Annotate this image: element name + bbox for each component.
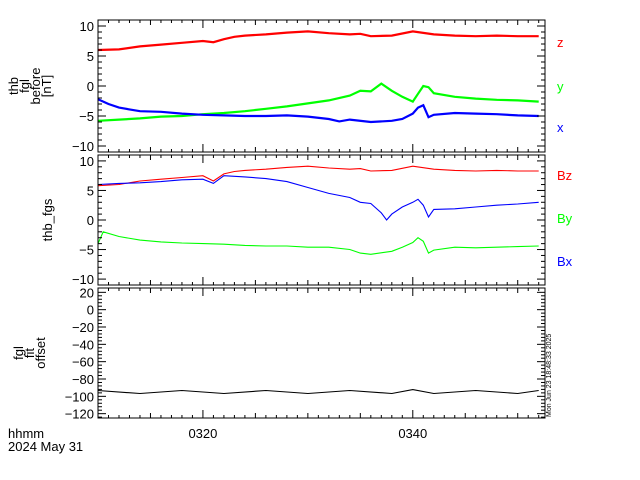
y-axis-label-line: fgl (11, 346, 26, 360)
series-line-x (97, 98, 539, 124)
y-tick-label: −5 (79, 109, 94, 124)
y-tick-label: 0 (87, 79, 94, 94)
legend-label-By: By (557, 211, 573, 226)
series-line-y (97, 82, 539, 122)
y-tick-label: 5 (87, 183, 94, 198)
y-axis-label-line: fgl (17, 79, 32, 93)
x-axis-date: 2024 May 31 (8, 439, 83, 454)
y-axis-label-line: before (28, 68, 43, 105)
y-tick-label: −80 (72, 372, 94, 387)
y-tick-label: −60 (72, 355, 94, 370)
y-tick-label: 10 (80, 19, 94, 34)
y-tick-label: −10 (72, 272, 94, 287)
y-axis-label-line: thb_fgs (40, 198, 55, 241)
y-tick-label: −40 (72, 337, 94, 352)
panel-frame (97, 19, 546, 153)
x-axis-label: hhmm (8, 426, 44, 441)
legend-label-y: y (557, 79, 564, 94)
legend-label-Bx: Bx (557, 254, 573, 269)
y-axis-label-line: [nT] (39, 75, 54, 97)
y-tick-label: 0 (87, 303, 94, 318)
y-tick-label: −5 (79, 243, 94, 258)
y-tick-label: −20 (72, 320, 94, 335)
series-line-By (97, 175, 539, 221)
y-axis-label-line: offset (33, 337, 48, 369)
series-line-Bx (97, 231, 539, 255)
y-axis-label-line: fit (22, 348, 37, 359)
y-tick-label: −120 (65, 407, 94, 422)
series-line-z (97, 30, 539, 52)
series-line-offset (97, 389, 539, 395)
x-tick-label: 0320 (188, 426, 217, 441)
panel-frame (97, 154, 546, 286)
y-axis-label-line: thb (6, 77, 21, 95)
y-tick-label: 5 (87, 49, 94, 64)
y-tick-label: −10 (72, 139, 94, 154)
series-line-Bz (97, 165, 539, 187)
legend-label-x: x (557, 120, 564, 135)
y-tick-label: 0 (87, 213, 94, 228)
panel-2: 10 5 0 −5 −10 thb_fgs Bz By Bx (40, 154, 573, 287)
panel-frame (97, 287, 546, 419)
legend-label-Bz: Bz (557, 168, 572, 183)
y-tick-label: 20 (80, 285, 94, 300)
timestamp: Mon Jun 23 18:48:33 2025 (546, 334, 553, 417)
legend-label-z: z (557, 35, 564, 50)
x-tick-label: 0340 (398, 426, 427, 441)
y-tick-label: 10 (80, 154, 94, 169)
y-tick-label: −100 (65, 389, 94, 404)
